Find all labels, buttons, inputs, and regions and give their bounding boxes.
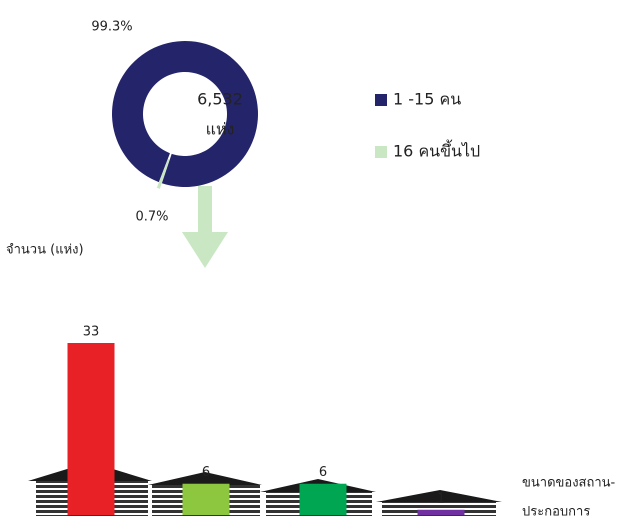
data-label: 99.3% [91,20,132,35]
bar [183,484,230,515]
legend-label: 16 คนขึ้นไป [393,140,480,161]
pie-slice [112,41,258,187]
x-axis-label: ประกอบการ [522,505,590,520]
y-axis-label: จำนวน (แห่ง) [6,243,84,258]
legend-swatch [375,94,387,106]
data-label: 0.7% [135,210,168,225]
center-label: 6,532 [197,90,243,109]
center-label: แห่ง [206,120,235,139]
bar [418,510,465,515]
infographic: จำนวน (แห่ง) ขนาดของสถาน- ประกอบการ 6,53… [0,0,618,521]
bar [68,343,115,515]
data-label: 6 [202,465,210,480]
data-label: 6 [319,465,327,480]
data-label: 33 [83,325,100,340]
legend-label: 1 -15 คน [393,90,461,109]
legend-swatch [375,146,387,158]
data-label: 1 [437,491,445,506]
x-axis-label: ขนาดของสถาน- [522,476,616,491]
arrow [182,186,228,268]
bar [300,484,347,515]
